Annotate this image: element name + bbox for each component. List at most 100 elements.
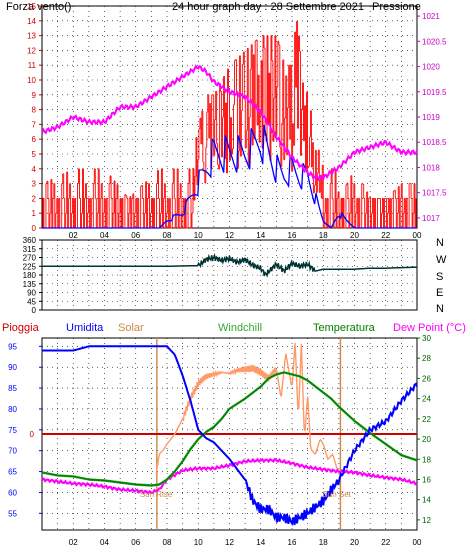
pressure-line: [41, 64, 418, 182]
pressure-tick-label: 1019.5: [422, 88, 447, 97]
graph-date-title: 24 hour graph day : 28 Settembre 2021: [172, 1, 364, 13]
humidity-tick-label: 75: [8, 426, 17, 435]
wind-speed-tick-label: 2: [32, 194, 37, 203]
wind-pressure-series: [41, 20, 418, 229]
sunrise-label: Sun Rise: [140, 490, 173, 499]
legend-temperature: Temperatura: [313, 322, 376, 334]
temperature-line: [41, 371, 418, 487]
wind-speed-tick-label: 6: [32, 135, 37, 144]
hour-tick-label: 14: [256, 538, 265, 547]
pressure-tick-label: 1020.5: [422, 37, 447, 46]
hour-tick-label: 14: [256, 231, 265, 240]
wind-speed-tick-label: 10: [27, 76, 36, 85]
temperature-tick-label: 26: [422, 374, 431, 383]
wind-direction-grid: [42, 240, 417, 310]
temperature-tick-label: 20: [422, 435, 431, 444]
wind-speed-title: Forza vento(): [6, 1, 71, 13]
wind-direction-line: [42, 252, 417, 278]
temperature-tick-label: 18: [422, 455, 431, 464]
wind-direction-series: [42, 252, 417, 278]
hour-tick-label: 16: [288, 231, 297, 240]
temperature-tick-label: 12: [422, 516, 431, 525]
direction-tick-label: 0: [32, 306, 37, 315]
rain-level-label: 0: [30, 430, 35, 439]
dewpoint-line: [41, 457, 418, 495]
hour-tick-label: 02: [69, 538, 78, 547]
pressure-title: Pressione: [372, 1, 421, 13]
wind-speed-tick-label: 1: [32, 209, 37, 218]
temperature-tick-label: 28: [422, 354, 431, 363]
hour-tick-label: 08: [163, 538, 172, 547]
hour-tick-label: 04: [100, 231, 109, 240]
hour-tick-label: 00: [413, 538, 422, 547]
wind-speed-tick-label: 4: [32, 165, 37, 174]
direction-tick-label: 90: [27, 289, 36, 298]
hour-tick-label: 22: [381, 231, 390, 240]
temperature-tick-label: 16: [422, 475, 431, 484]
wind-speed-tick-label: 0: [32, 224, 37, 233]
hour-tick-label: 16: [288, 538, 297, 547]
pressure-tick-label: 1020: [422, 63, 440, 72]
temperature-tick-label: 30: [422, 334, 431, 343]
direction-tick-label: 180: [23, 271, 37, 280]
compass-label: E: [436, 287, 443, 299]
hour-tick-label: 18: [319, 538, 328, 547]
wind-speed-tick-label: 8: [32, 106, 37, 115]
weather-axes: Sun Rise Sun Set 0 55 60 65 70 75 80 85 90 95 12 14 16…: [8, 334, 431, 547]
hour-tick-label: 02: [69, 231, 78, 240]
direction-tick-label: 135: [23, 280, 37, 289]
wind-speed-tick-label: 11: [28, 61, 37, 70]
temperature-tick-label: 14: [422, 496, 431, 505]
wind-speed-tick-label: 5: [32, 150, 37, 159]
legend-dewpoint: Dew Point (°C): [393, 322, 466, 334]
pressure-tick-label: 1018: [422, 163, 440, 172]
temperature-tick-label: 24: [422, 395, 431, 404]
wind-average-line: [42, 124, 417, 229]
pressure-tick-label: 1021: [422, 12, 440, 21]
legend-windchill: Windchill: [218, 322, 262, 334]
compass-label: S: [436, 271, 443, 283]
wind-speed-tick-label: 14: [27, 17, 36, 26]
humidity-tick-label: 65: [8, 468, 17, 477]
compass-label: N: [436, 303, 444, 315]
hour-tick-label: 20: [350, 231, 359, 240]
hour-tick-label: 10: [194, 231, 203, 240]
hour-tick-label: 00: [413, 231, 422, 240]
pressure-tick-label: 1018.5: [422, 138, 447, 147]
hour-tick-label: 08: [163, 231, 172, 240]
humidity-line: [42, 345, 418, 527]
hour-tick-label: 12: [225, 538, 234, 547]
hour-tick-label: 06: [131, 538, 140, 547]
direction-tick-label: 270: [23, 254, 37, 263]
wind-speed-tick-label: 3: [32, 180, 37, 189]
legend-humidity: Umidita: [66, 322, 104, 334]
hour-tick-label: 04: [100, 538, 109, 547]
humidity-tick-label: 55: [8, 509, 17, 518]
hour-tick-label: 12: [225, 231, 234, 240]
wind-speed-tick-label: 7: [32, 120, 37, 129]
legend-rain: Pioggia: [2, 322, 40, 334]
humidity-tick-label: 85: [8, 384, 17, 393]
humidity-tick-label: 70: [8, 447, 17, 456]
hour-tick-label: 06: [131, 231, 140, 240]
solar-line: [155, 342, 340, 475]
wind-pressure-grid: [42, 6, 417, 228]
wind-pressure-axes: 012345678910111213141510171017.510181018…: [27, 2, 447, 240]
temperature-tick-label: 22: [422, 415, 431, 424]
compass-label: W: [436, 254, 447, 266]
humidity-tick-label: 80: [8, 405, 17, 414]
legend-solar: Solar: [118, 322, 144, 334]
direction-tick-label: 225: [23, 262, 37, 271]
hour-tick-label: 18: [319, 231, 328, 240]
hour-tick-label: 22: [381, 538, 390, 547]
pressure-tick-label: 1019: [422, 113, 440, 122]
wind-speed-tick-label: 9: [32, 91, 37, 100]
humidity-tick-label: 90: [8, 363, 17, 372]
hour-tick-label: 20: [350, 538, 359, 547]
pressure-tick-label: 1017: [422, 214, 440, 223]
wind-speed-tick-label: 13: [27, 32, 36, 41]
direction-tick-label: 315: [23, 245, 37, 254]
direction-tick-label: 360: [23, 236, 37, 245]
